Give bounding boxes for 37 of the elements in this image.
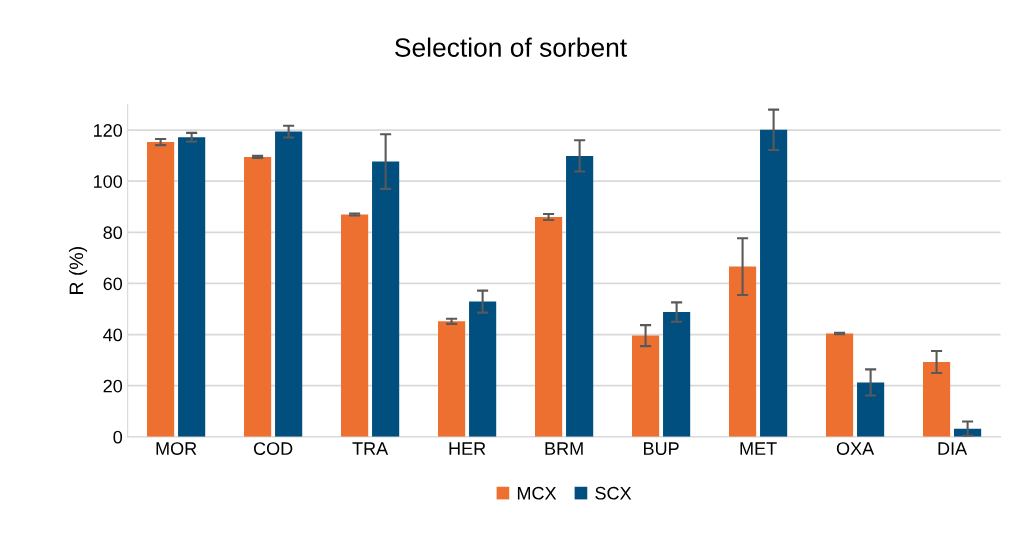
x-tick-label: MOR: [156, 442, 197, 455]
x-tick-label: DIA: [938, 442, 968, 455]
y-tick-label: 60: [103, 277, 123, 291]
y-tick-label: 0: [113, 430, 123, 444]
bar: [275, 131, 303, 437]
bar: [147, 142, 175, 437]
x-tick-label: BUP: [644, 442, 679, 455]
y-tick-label: 100: [94, 175, 123, 188]
bar: [760, 129, 788, 437]
bar: [857, 382, 885, 437]
bar: [469, 301, 497, 437]
x-tick-label: MET: [740, 442, 777, 455]
bar: [438, 321, 466, 437]
y-tick-label: 40: [103, 328, 123, 342]
bar: [663, 312, 691, 437]
x-tick-label: COD: [253, 442, 293, 455]
bar: [825, 333, 854, 437]
x-tick-label: OXA: [836, 442, 875, 455]
bar: [728, 266, 757, 437]
bar: [244, 156, 272, 437]
y-axis-title: R (%): [68, 247, 88, 294]
bar: [178, 137, 206, 437]
y-tick-label: 20: [103, 379, 123, 393]
bar: [341, 214, 369, 437]
bar: [632, 335, 660, 437]
y-tick-label: 120: [94, 124, 123, 137]
chart-title: Selection of sorbent: [395, 37, 627, 57]
bar: [566, 155, 594, 437]
x-tick-label: BRM: [545, 442, 583, 455]
bar: [922, 361, 951, 437]
x-tick-label: TRA: [352, 442, 389, 455]
legend-label: MCX: [517, 486, 557, 500]
x-tick-label: HER: [449, 442, 486, 455]
bar: [535, 217, 563, 437]
y-tick-label: 80: [103, 226, 123, 240]
legend-label: SCX: [595, 486, 632, 500]
bar: [372, 161, 400, 437]
